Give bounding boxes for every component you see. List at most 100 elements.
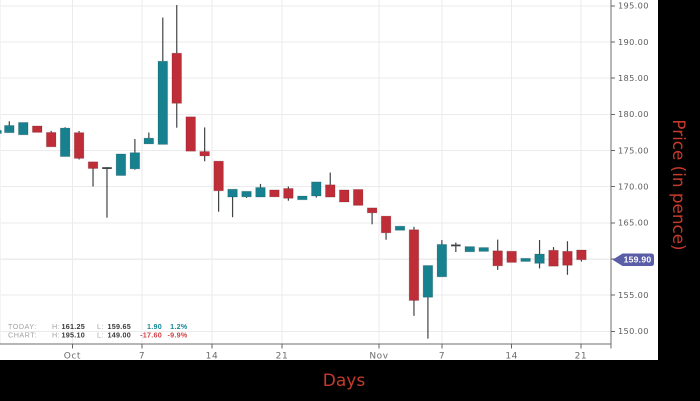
x-tick-label: 21 bbox=[276, 351, 289, 361]
candle bbox=[227, 188, 238, 218]
chart-canvas bbox=[0, 0, 658, 360]
candle bbox=[255, 183, 266, 198]
candle bbox=[115, 153, 127, 177]
x-tick-label: Oct bbox=[64, 351, 81, 361]
candle-body-down bbox=[213, 160, 224, 192]
candle bbox=[297, 195, 308, 201]
candle-body-down bbox=[283, 187, 294, 199]
y-tick-label: 180.00 bbox=[618, 109, 649, 119]
today-low-label: L: bbox=[97, 322, 104, 331]
candle bbox=[157, 17, 169, 145]
candle-body-up bbox=[520, 257, 531, 262]
candle bbox=[143, 132, 155, 145]
candle-body-down bbox=[87, 161, 99, 170]
candle-body-down bbox=[185, 116, 197, 152]
candle-body-up bbox=[143, 137, 155, 145]
today-high-label: H: bbox=[52, 322, 60, 331]
candle bbox=[534, 239, 545, 269]
chart-high-label: H: bbox=[52, 330, 60, 339]
candle-body-up bbox=[422, 264, 434, 298]
candle-body-down bbox=[338, 189, 350, 203]
candle-body-down bbox=[324, 184, 336, 198]
candle bbox=[562, 241, 573, 275]
x-axis-title: Days bbox=[323, 371, 366, 391]
today-change-pct: 1.2% bbox=[170, 322, 188, 331]
summary-legend: TODAY: H: 161.25 L: 159.65 1.90 1.2% CHA… bbox=[8, 322, 188, 339]
candle-body-down bbox=[366, 207, 378, 214]
candle-body-down bbox=[45, 131, 57, 148]
candle bbox=[241, 190, 252, 198]
price-tag-value: 159.90 bbox=[624, 255, 652, 265]
candle-body-down bbox=[73, 132, 85, 159]
candle bbox=[199, 127, 210, 162]
x-tick-label: 14 bbox=[505, 351, 518, 361]
candle-body-up bbox=[115, 153, 127, 177]
candle-body-up bbox=[227, 188, 238, 198]
chart-change: -17.60 bbox=[140, 330, 162, 339]
candle-body-down bbox=[576, 249, 587, 261]
candle bbox=[73, 130, 85, 160]
chart-low-value: 149.00 bbox=[108, 330, 131, 339]
axes bbox=[0, 0, 615, 349]
candle-body-up bbox=[4, 124, 15, 134]
candle-body-up bbox=[310, 181, 322, 197]
candle bbox=[548, 247, 559, 267]
candle bbox=[338, 189, 350, 203]
candle bbox=[380, 215, 392, 240]
candle bbox=[451, 242, 461, 253]
candle-body-up bbox=[436, 243, 448, 278]
candle-body-up bbox=[478, 247, 490, 252]
candle bbox=[45, 130, 57, 148]
y-tick-label: 175.00 bbox=[618, 145, 649, 155]
candle-body-down bbox=[199, 151, 210, 157]
candle bbox=[87, 161, 99, 187]
candle bbox=[129, 138, 141, 170]
candle-body-up bbox=[59, 127, 71, 158]
y-tick-label: 150.00 bbox=[618, 326, 649, 336]
candle bbox=[478, 247, 490, 252]
candle bbox=[185, 116, 197, 152]
gridlines bbox=[0, 0, 611, 344]
candle-body-down bbox=[380, 215, 392, 234]
x-tick-label: 14 bbox=[206, 351, 219, 361]
y-tick-label: 155.00 bbox=[618, 290, 649, 300]
candle-body-up bbox=[0, 129, 2, 134]
candle-body-up bbox=[129, 152, 141, 170]
candle-body-down bbox=[269, 189, 280, 198]
candle bbox=[269, 189, 280, 198]
candle-body-down bbox=[408, 229, 420, 301]
today-low-value: 159.65 bbox=[108, 322, 131, 331]
candle bbox=[394, 225, 406, 231]
today-change: 1.90 bbox=[147, 322, 162, 331]
y-tick-label: 195.00 bbox=[618, 1, 649, 11]
candle-body-down bbox=[506, 250, 517, 263]
y-tick-label: 185.00 bbox=[618, 73, 649, 83]
today-high-value: 161.25 bbox=[62, 322, 85, 331]
candle-body-down bbox=[352, 188, 364, 206]
candle bbox=[213, 160, 224, 212]
y-tick-label: 190.00 bbox=[618, 37, 649, 47]
y-axis-title: Price (in pence) bbox=[669, 119, 689, 250]
candle bbox=[102, 167, 112, 218]
candle bbox=[352, 188, 364, 206]
candle bbox=[366, 207, 378, 225]
candle bbox=[310, 181, 322, 198]
x-tick-label: 21 bbox=[575, 351, 588, 361]
candle bbox=[520, 257, 531, 262]
y-tick-label: 170.00 bbox=[618, 181, 649, 191]
candle-doji-bar bbox=[102, 167, 112, 169]
x-axis-tick-labels: Oct 7 14 21 Nov 7 14 21 bbox=[64, 351, 588, 361]
candle bbox=[59, 127, 71, 158]
candle-body-up bbox=[394, 225, 406, 231]
candle bbox=[408, 226, 420, 316]
candle-body-down bbox=[548, 249, 559, 267]
candle-body-down bbox=[31, 125, 43, 133]
chart-label: CHART: bbox=[8, 330, 37, 339]
y-tick-label: 165.00 bbox=[618, 218, 649, 228]
chart-low-label: L: bbox=[97, 330, 104, 339]
candle-body-down bbox=[562, 250, 573, 266]
chart-change-pct: -9.9% bbox=[167, 330, 187, 339]
candle bbox=[4, 121, 15, 134]
